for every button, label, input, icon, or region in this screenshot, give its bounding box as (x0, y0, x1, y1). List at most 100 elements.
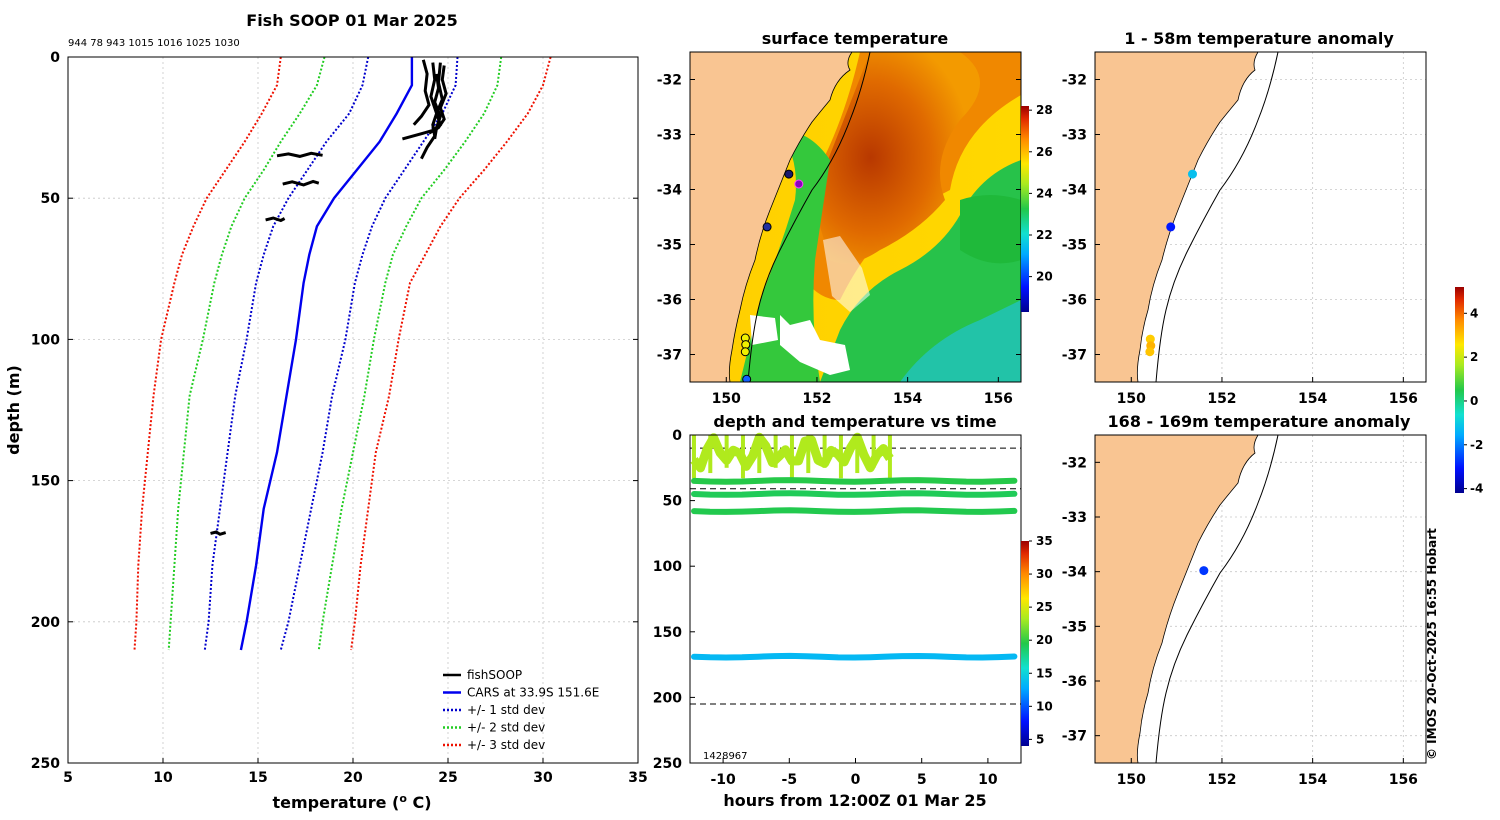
profile-ytick-label: 150 (31, 474, 60, 490)
sst-cb-label: 22 (1036, 228, 1053, 242)
sst-cb-label: 26 (1036, 145, 1053, 159)
profile-xlabel-end: C) (407, 793, 432, 812)
profile-ytick-label: 0 (50, 50, 60, 66)
dt-plot (690, 432, 1021, 705)
map-xtick-label: 156 (984, 391, 1013, 407)
legend-label: +/- 3 std dev (467, 738, 545, 752)
anom-deep-land (1095, 435, 1259, 763)
map-xtick-label: 150 (712, 391, 741, 407)
dt-depth-band (691, 507, 1018, 515)
anom-upper-land (1095, 52, 1259, 382)
sst-cb-label: 24 (1036, 186, 1053, 200)
profile-grid (67, 56, 639, 764)
map-xtick-label: 156 (1389, 772, 1418, 788)
anom-deep-ticks: 150 152 154 156 -32 -33 -34 -35 -36 -37 (1062, 455, 1418, 788)
map-xtick-label: 152 (802, 391, 831, 407)
dt-cb-label: 20 (1036, 633, 1053, 647)
map-ytick-label: -34 (1062, 183, 1088, 199)
profile-ytick-label: 100 (31, 332, 60, 348)
std2-low-line (167, 56, 326, 651)
profile-xlabel-main: temperature ( (272, 793, 399, 812)
sst-warm-core (812, 52, 980, 264)
std1-high-line (279, 56, 459, 651)
dt-xtick-label: 0 (851, 772, 861, 788)
fishsoop-trace (265, 216, 286, 223)
dt-depth-band (691, 652, 1018, 661)
map-xtick-label: 152 (1207, 772, 1236, 788)
map-ytick-label: -35 (657, 238, 682, 254)
anom-upper-point (1145, 334, 1155, 344)
sst-track-marker (784, 169, 794, 179)
sst-title: surface temperature (762, 29, 949, 48)
map-xtick-label: 154 (1298, 391, 1327, 407)
anom-upper-ticks: 150 152 154 156 -32 -33 -34 -35 -36 -37 (1062, 73, 1418, 408)
map-ytick-label: -37 (1062, 729, 1087, 745)
dt-cb-label: 5 (1036, 732, 1044, 746)
profile-xtick-label: 20 (343, 770, 363, 786)
anom-deep-points (1199, 566, 1209, 576)
sst-ticks: 150 152 154 156 -32 -33 -34 -35 -36 -37 20 22 24 26 28 (657, 73, 1053, 408)
profile-legend: fishSOOP CARS at 33.9S 151.6E +/- 1 std de… (443, 668, 599, 752)
dt-overlap-label: 1428967 (703, 751, 748, 762)
temperature-depth-profile: Fish SOOP 01 Mar 2025 944 78 943 1015 10… (4, 11, 648, 812)
dt-cb-label: 25 (1036, 600, 1053, 614)
profile-ylabel: depth (m) (4, 365, 23, 455)
map-xtick-label: 150 (1117, 391, 1146, 407)
profile-id-list: 944 78 943 1015 1016 1025 1030 (68, 38, 240, 49)
sst-colorbar (1021, 106, 1029, 312)
map-ytick-label: -34 (657, 183, 683, 199)
map-ytick-label: -36 (1062, 674, 1087, 690)
map-ytick-label: -36 (1062, 293, 1087, 309)
fishsoop-trace (428, 65, 448, 135)
footer-credit: © IMOS 20-Oct-2025 16:55 Hobart (1425, 528, 1439, 760)
sst-cloud-mask (780, 315, 850, 375)
profile-lines (133, 56, 552, 651)
anom-deep-title: 168 - 169m temperature anomaly (1108, 412, 1411, 431)
dt-ytick-label: 50 (663, 494, 683, 510)
anomaly-map-upper: 1 - 58m temperature anomaly 150 152 154 156… (1062, 29, 1427, 408)
fishsoop-trace (282, 179, 320, 187)
sst-track-marker (762, 222, 772, 232)
dt-ytick-label: 200 (653, 690, 682, 706)
dt-xtick-label: 5 (917, 772, 927, 788)
std1-low-line (203, 56, 370, 651)
dt-depth-band (691, 490, 1018, 498)
map-ytick-label: -37 (657, 348, 682, 364)
map-xtick-label: 152 (1207, 391, 1236, 407)
dt-xtick-label: 10 (978, 772, 998, 788)
sst-cloud-mask-3 (823, 236, 870, 312)
sst-land (690, 52, 853, 382)
map-ytick-label: -32 (1062, 73, 1087, 89)
anom-upper-point (1166, 222, 1176, 232)
anom-deep-frame (1094, 434, 1427, 764)
anom-cb-label: -2 (1470, 438, 1483, 452)
anom-colorbar-ticks: -4 -2 0 2 4 (1464, 306, 1483, 496)
profile-xtick-label: 35 (628, 770, 647, 786)
anom-cb-label: 0 (1470, 394, 1478, 408)
anom-cb-label: -4 (1470, 482, 1483, 496)
map-ytick-label: -36 (657, 293, 682, 309)
dt-xtick-label: -10 (710, 772, 736, 788)
dt-ytick-label: 100 (653, 559, 682, 575)
map-ytick-label: -37 (1062, 348, 1087, 364)
anom-upper-point (1187, 169, 1197, 179)
sst-isobath (747, 52, 871, 382)
sst-track-marker (794, 179, 804, 189)
map-ytick-label: -35 (1062, 619, 1087, 635)
anom-upper-isobath (1155, 52, 1279, 382)
profile-xlabel-sup: o (399, 792, 407, 805)
sst-cb-label: 28 (1036, 103, 1053, 117)
dt-ytick-label: 0 (672, 428, 682, 444)
legend-label: CARS at 33.9S 151.6E (467, 686, 599, 700)
map-ytick-label: -33 (1062, 128, 1087, 144)
dt-cb-label: 35 (1036, 534, 1053, 548)
dt-depth-band (691, 477, 1018, 485)
dt-cb-label: 15 (1036, 666, 1053, 680)
sst-cloud-mask-2 (750, 315, 778, 345)
profile-xtick-label: 10 (153, 770, 173, 786)
profile-xtick-label: 5 (63, 770, 73, 786)
depth-time-panel: depth and temperature vs time 1428967 -1… (653, 412, 1053, 810)
sst-cyan-water (900, 300, 1021, 382)
